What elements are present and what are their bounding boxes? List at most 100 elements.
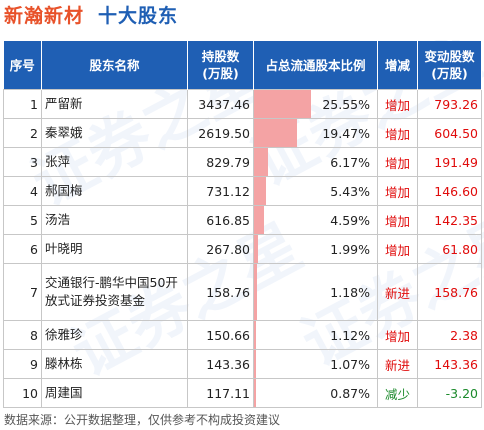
ratio-cell: 19.47%: [253, 118, 378, 148]
change-shares-cell: 146.60: [417, 176, 482, 206]
ratio-bar: [254, 206, 265, 234]
column-header-change: 变动股数 (万股): [417, 41, 482, 90]
rank-cell: 10: [3, 378, 42, 408]
shares-cell: 3437.46: [187, 89, 254, 119]
company-name: 新瀚新材: [4, 4, 85, 27]
rank-cell: 3: [3, 147, 42, 177]
table-row: 4 郝国梅 731.12 5.43% 增加 146.60: [3, 176, 482, 206]
ratio-value: 6.17%: [330, 154, 370, 170]
ratio-value: 1.99%: [330, 241, 370, 257]
ratio-cell: 6.17%: [253, 147, 378, 177]
ratio-cell: 1.18%: [253, 263, 378, 321]
ratio-cell: 1.12%: [253, 320, 378, 350]
change-action-cell: 增加: [377, 205, 418, 235]
holder-name-cell: 周建国: [41, 378, 188, 408]
rank-cell: 7: [3, 263, 42, 321]
ratio-value: 1.18%: [330, 284, 370, 300]
holder-name-cell: 秦翠娥: [41, 118, 188, 148]
ratio-value: 25.55%: [322, 96, 370, 112]
rank-cell: 9: [3, 349, 42, 379]
table-row: 10 周建国 117.11 0.87% 减少 -3.20: [3, 378, 482, 408]
ratio-bar: [254, 264, 257, 320]
data-source-note: 数据来源：公开数据整理，仅供参考不构成投资建议: [4, 413, 281, 427]
ratio-bar: [254, 321, 257, 349]
table-row: 5 汤浩 616.85 4.59% 增加 142.35: [3, 205, 482, 235]
ratio-cell: 0.87%: [253, 378, 378, 408]
change-shares-cell: 604.50: [417, 118, 482, 148]
page-title: 新瀚新材 十大股东: [4, 0, 178, 28]
change-shares-cell: 2.38: [417, 320, 482, 350]
ratio-value: 5.43%: [330, 183, 370, 199]
ratio-cell: 4.59%: [253, 205, 378, 235]
column-header-ratio: 占总流通股本比例: [253, 41, 378, 90]
table-row: 3 张萍 829.79 6.17% 增加 191.49: [3, 147, 482, 177]
column-header-rank: 序号: [3, 41, 42, 90]
change-action-cell: 增加: [377, 118, 418, 148]
ratio-bar: [254, 350, 257, 378]
holder-name-cell: 交通银行-鹏华中国50开放式证券投资基金: [41, 263, 188, 321]
holder-name-cell: 滕林栋: [41, 349, 188, 379]
change-shares-cell: 142.35: [417, 205, 482, 235]
change-action-cell: 新进: [377, 263, 418, 321]
rank-cell: 6: [3, 234, 42, 264]
change-shares-cell: 143.36: [417, 349, 482, 379]
shares-cell: 158.76: [187, 263, 254, 321]
shares-cell: 267.80: [187, 234, 254, 264]
table-row: 2 秦翠娥 2619.50 19.47% 增加 604.50: [3, 118, 482, 148]
table-row: 9 滕林栋 143.36 1.07% 新进 143.36: [3, 349, 482, 379]
rank-cell: 8: [3, 320, 42, 350]
ratio-cell: 25.55%: [253, 89, 378, 119]
holder-name-cell: 徐雅珍: [41, 320, 188, 350]
table-row: 7 交通银行-鹏华中国50开放式证券投资基金 158.76 1.18% 新进 158.76: [3, 263, 482, 321]
ratio-bar: [254, 119, 298, 147]
change-action-cell: 增加: [377, 147, 418, 177]
column-header-shares: 持股数 (万股): [187, 41, 254, 90]
rank-cell: 1: [3, 89, 42, 119]
change-shares-cell: 158.76: [417, 263, 482, 321]
ratio-bar: [254, 148, 268, 176]
column-header-action: 增减: [377, 41, 418, 90]
ratio-bar: [254, 235, 259, 263]
holder-name-cell: 郝国梅: [41, 176, 188, 206]
shares-cell: 2619.50: [187, 118, 254, 148]
ratio-value: 0.87%: [330, 385, 370, 401]
change-action-cell: 增加: [377, 89, 418, 119]
holder-name-cell: 严留新: [41, 89, 188, 119]
shares-cell: 117.11: [187, 378, 254, 408]
change-action-cell: 增加: [377, 320, 418, 350]
table-row: 1 严留新 3437.46 25.55% 增加 793.26: [3, 89, 482, 119]
table-header-row: 序号 股东名称 持股数 (万股) 占总流通股本比例 增减 变动股数 (万股): [3, 41, 482, 90]
change-shares-cell: 61.80: [417, 234, 482, 264]
ratio-cell: 5.43%: [253, 176, 378, 206]
change-action-cell: 减少: [377, 378, 418, 408]
ratio-value: 1.07%: [330, 356, 370, 372]
section-title: 十大股东: [98, 4, 179, 27]
table-row: 8 徐雅珍 150.66 1.12% 增加 2.38: [3, 320, 482, 350]
rank-cell: 2: [3, 118, 42, 148]
column-header-name: 股东名称: [41, 41, 188, 90]
change-action-cell: 新进: [377, 349, 418, 379]
rank-cell: 5: [3, 205, 42, 235]
ratio-cell: 1.99%: [253, 234, 378, 264]
rank-cell: 4: [3, 176, 42, 206]
ratio-cell: 1.07%: [253, 349, 378, 379]
ratio-value: 19.47%: [322, 125, 370, 141]
shares-cell: 150.66: [187, 320, 254, 350]
ratio-value: 1.12%: [330, 327, 370, 343]
shares-cell: 731.12: [187, 176, 254, 206]
shares-cell: 829.79: [187, 147, 254, 177]
ratio-bar: [254, 379, 256, 407]
change-shares-cell: 191.49: [417, 147, 482, 177]
holder-name-cell: 叶晓明: [41, 234, 188, 264]
holder-name-cell: 张萍: [41, 147, 188, 177]
change-shares-cell: 793.26: [417, 89, 482, 119]
top-ten-shareholders-table: 序号 股东名称 持股数 (万股) 占总流通股本比例 增减 变动股数 (万股) 1 严留…: [3, 41, 482, 408]
table-row: 6 叶晓明 267.80 1.99% 增加 61.80: [3, 234, 482, 264]
change-action-cell: 增加: [377, 176, 418, 206]
holder-name-cell: 汤浩: [41, 205, 188, 235]
shares-cell: 616.85: [187, 205, 254, 235]
ratio-value: 4.59%: [330, 212, 370, 228]
shares-cell: 143.36: [187, 349, 254, 379]
change-action-cell: 增加: [377, 234, 418, 264]
ratio-bar: [254, 177, 267, 205]
